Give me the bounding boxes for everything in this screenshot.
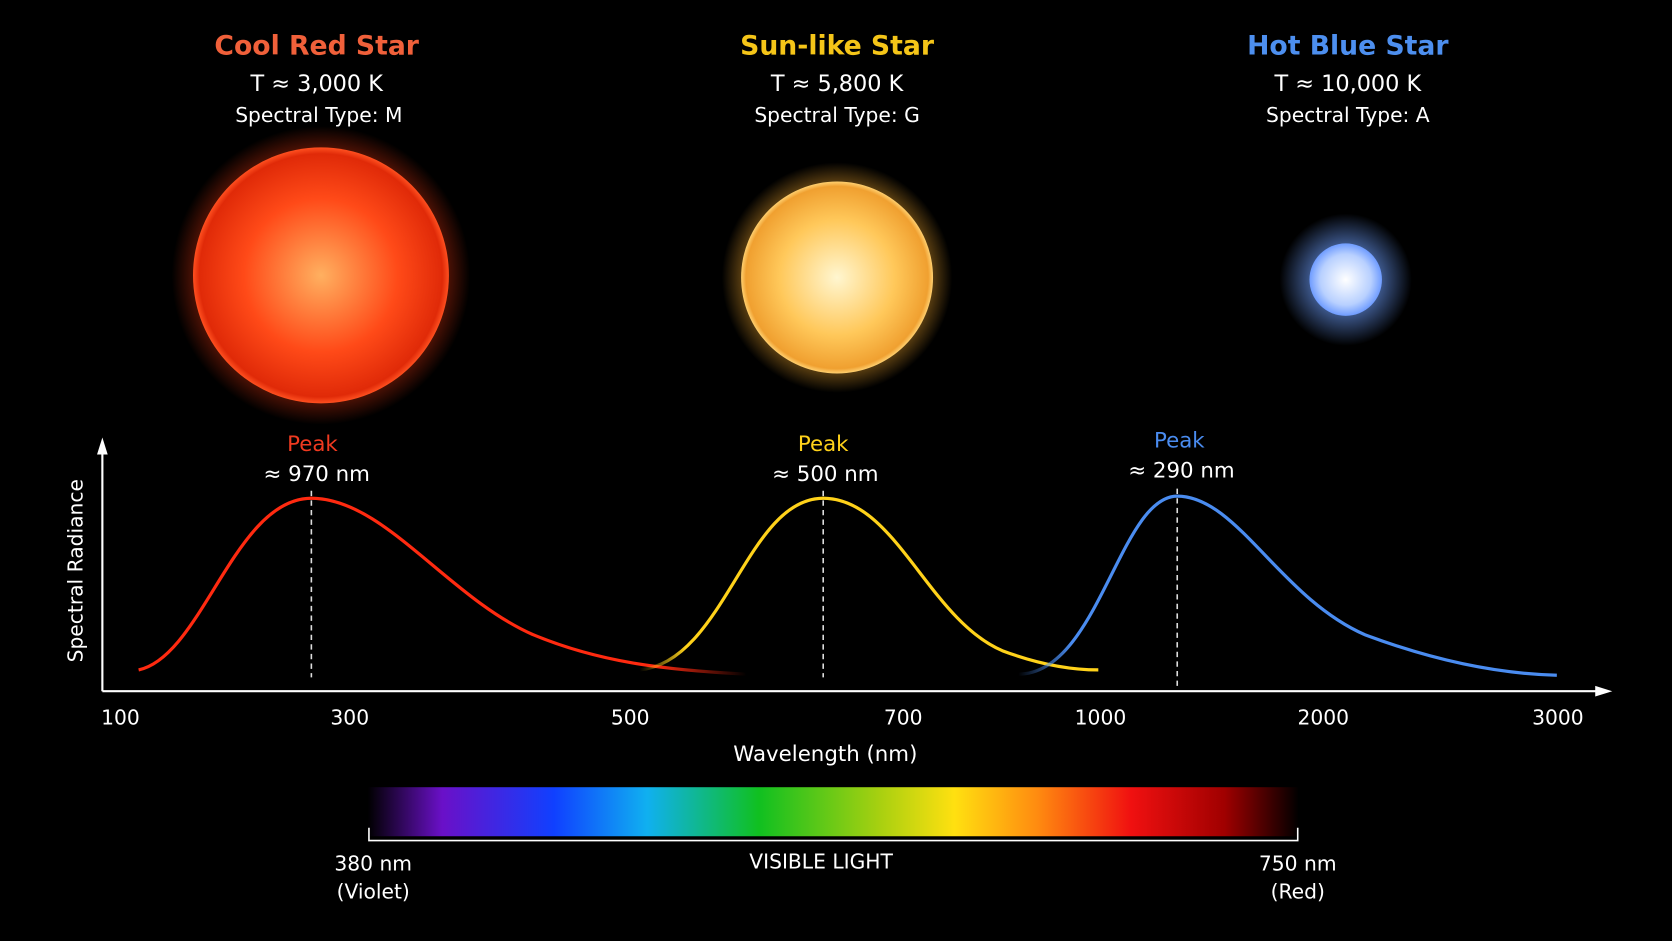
blue-curve [1018,494,1557,677]
spectrum-bracket [368,827,1299,842]
star-title: Cool Red Star [214,31,419,62]
x-axis-label: Wavelength (nm) [733,742,917,767]
y-arrow [97,437,108,455]
spectrum-left: (Violet) [337,879,410,903]
peak-label: Peak [798,432,849,457]
y-axis-label: Spectral Radiance [63,479,87,662]
x-tick-label: 700 [884,705,923,729]
x-tick-label: 2000 [1298,705,1350,729]
x-ticks: 100 300 500 700 1000 2000 3000 [101,705,1584,729]
blue-star [1309,243,1382,316]
red-star [193,147,449,404]
peak-label: Peak [287,432,338,457]
sun-star [741,181,934,374]
x-tick-label: 1000 [1075,705,1127,729]
x-arrow [1595,685,1613,697]
visible-spectrum [367,787,1299,837]
peak-value: ≈ 970 nm [264,462,370,487]
x-tick-label: 500 [611,705,650,729]
spectrum-left: 380 nm [334,852,412,876]
spectrum-right: (Red) [1271,879,1325,903]
temperature: T ≈ 3,000 K [249,71,384,97]
yellow-curve [639,496,1099,672]
spectral-type: Spectral Type: M [235,103,402,127]
star-title: Sun-like Star [740,31,935,62]
peak-value: ≈ 500 nm [772,462,878,487]
temperature: T ≈ 5,800 K [770,71,905,97]
red-curve [138,496,747,676]
x-tick-label: 100 [101,705,140,729]
spectral-type: Spectral Type: A [1266,103,1430,127]
x-tick-label: 3000 [1532,705,1584,729]
x-tick-label: 300 [330,705,369,729]
temperature: T ≈ 10,000 K [1273,71,1422,97]
peak-label: Peak [1154,429,1205,454]
star-title: Hot Blue Star [1247,31,1449,62]
spectrum-title: VISIBLE LIGHT [749,849,893,873]
spectrum-right: 750 nm [1259,852,1337,876]
peak-value: ≈ 290 nm [1128,459,1234,484]
spectral-type: Spectral Type: G [754,103,920,127]
